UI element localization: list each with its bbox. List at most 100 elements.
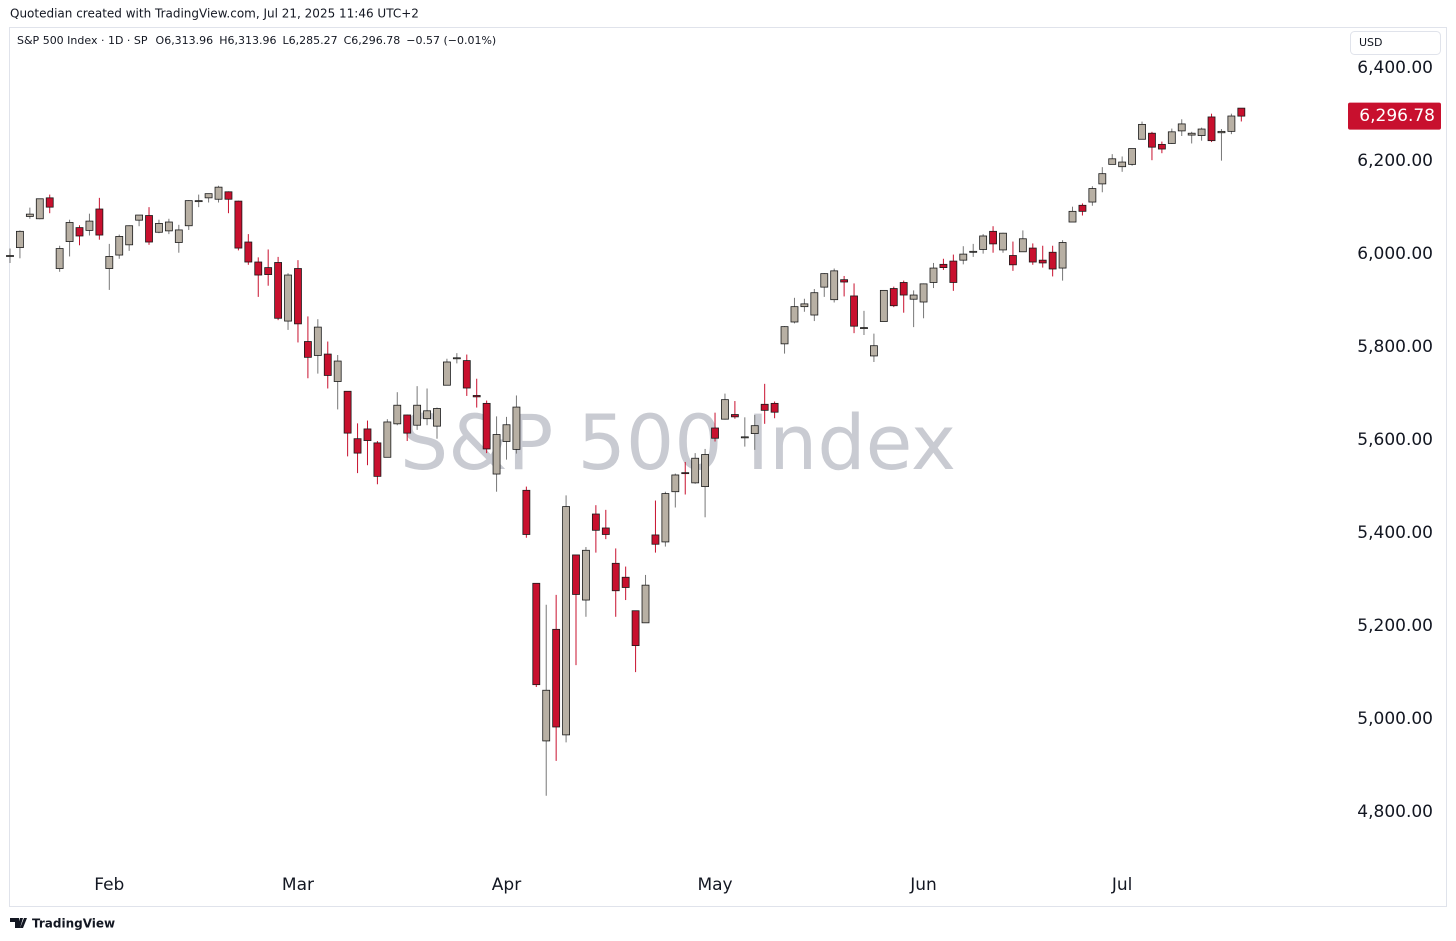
candle-body [65, 222, 74, 242]
candle-body [840, 279, 849, 283]
candle-body [164, 221, 173, 232]
candle-body [711, 427, 719, 439]
candle-body [641, 584, 650, 624]
last-price-box [1348, 102, 1441, 130]
candle-body [1078, 204, 1087, 212]
candle-body [909, 294, 918, 300]
candle-body [1177, 123, 1186, 132]
y-tick-label: 5,600.00 [1357, 430, 1433, 450]
candle-body [611, 562, 620, 592]
open-value: O6,313.96 [156, 34, 214, 47]
candle-body [542, 689, 551, 742]
x-tick-label: Apr [492, 875, 521, 895]
candle-body [810, 292, 819, 316]
y-tick-label: 6,000.00 [1357, 244, 1433, 264]
candle-body [780, 326, 789, 345]
candle-body [661, 493, 670, 543]
candle-body [234, 200, 243, 249]
candle-body [155, 223, 163, 233]
candle-body [879, 289, 888, 322]
candle-body [214, 186, 223, 200]
candle-body [870, 345, 878, 357]
candle-body [760, 403, 769, 411]
candle-body [949, 260, 958, 283]
candle-body [224, 191, 233, 200]
candle-body [1038, 259, 1047, 264]
candle-body [1227, 115, 1236, 132]
candle-body [482, 402, 491, 450]
candle-body [145, 215, 153, 243]
currency-box[interactable] [1350, 31, 1441, 55]
candle-body [6, 255, 14, 257]
x-tick-label: Jun [909, 875, 937, 895]
credit: Quotedian created with TradingView.com, … [10, 7, 419, 21]
candle-body [1237, 107, 1246, 117]
candle-body [502, 424, 511, 442]
candle-body [721, 399, 729, 420]
candle-body [1217, 130, 1226, 134]
candle-body [135, 214, 143, 221]
candle-body [313, 326, 322, 356]
candle-body [979, 235, 988, 250]
candle-body [462, 360, 471, 389]
candle-body [105, 256, 114, 269]
candle-body [363, 428, 372, 441]
candle-body [552, 628, 561, 728]
last-price-label: 6,296.78 [1359, 106, 1435, 126]
candle-body [790, 306, 799, 323]
candle-body [1167, 131, 1176, 144]
candle-body [383, 421, 392, 458]
low-value: L6,285.27 [282, 34, 337, 47]
candle-body [194, 200, 203, 203]
footer: TradingView [32, 917, 115, 931]
candle-body [969, 250, 978, 253]
candle-body [254, 261, 263, 276]
candle-body [740, 436, 749, 439]
candle-body [1157, 143, 1166, 150]
candle-body [492, 434, 501, 475]
candle-body [1088, 188, 1097, 203]
candle-body [1207, 116, 1216, 142]
candle-body [244, 241, 253, 263]
candle-body [373, 442, 382, 477]
candle-body [601, 527, 610, 535]
candle-body [1048, 251, 1057, 270]
candle-body [1058, 242, 1067, 269]
candle-body [452, 357, 461, 360]
candle-body [989, 230, 997, 245]
y-tick-label: 5,400.00 [1357, 523, 1433, 543]
y-tick-label: 5,800.00 [1357, 337, 1433, 357]
candle-body [959, 253, 968, 261]
candle-body [95, 208, 104, 236]
chart-frame [9, 27, 1447, 907]
candle-body [591, 513, 600, 531]
candle-body [929, 267, 938, 283]
candle-body [631, 610, 640, 647]
candle-body [16, 230, 24, 249]
currency[interactable]: USD [1359, 36, 1383, 49]
candle-body [25, 213, 34, 217]
footer-logo: TradingView [10, 917, 115, 931]
close-value: C6,296.78 [344, 34, 401, 47]
candle-body [174, 229, 183, 243]
candle-body [472, 395, 481, 398]
candle-body [55, 248, 64, 269]
candle-body [393, 404, 402, 425]
candle-body [323, 353, 332, 376]
candle-body [1197, 128, 1206, 136]
candle-body [532, 582, 541, 686]
candle-body [333, 360, 342, 382]
change-value: −0.57 (−0.01%) [406, 34, 496, 47]
candle-body [403, 414, 412, 434]
y-tick-label: 6,200.00 [1357, 151, 1433, 171]
candle-body [294, 268, 302, 325]
candle-body [1118, 161, 1127, 168]
candle-body [512, 406, 521, 450]
candle-body [413, 404, 422, 426]
candle-body [1018, 238, 1027, 253]
candle-body [303, 341, 312, 358]
plot-area: 4,800.00 5,000.00 5,200.00 5,400.00 5,600.00… [6, 58, 1441, 895]
candle-body [572, 554, 580, 595]
y-tick-label: 6,400.00 [1357, 58, 1433, 78]
x-tick-label: Jul [1111, 875, 1133, 895]
